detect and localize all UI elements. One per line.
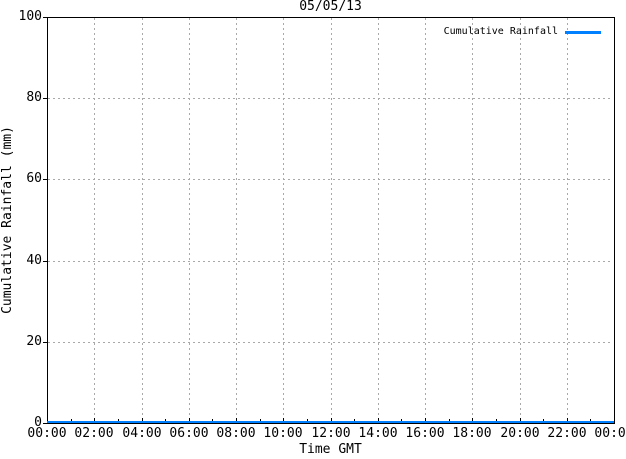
- y-tick-label: 0: [34, 415, 42, 430]
- x-tick-label: 06:00: [169, 426, 209, 441]
- y-tick-label: 100: [18, 9, 42, 24]
- legend-line-sample: [565, 30, 601, 34]
- x-axis-title: Time GMT: [299, 442, 362, 457]
- x-tick-label: 22:00: [547, 426, 587, 441]
- y-tick-label: 20: [26, 334, 42, 349]
- legend: Cumulative Rainfall: [444, 26, 601, 38]
- y-tick-label: 60: [26, 171, 42, 186]
- legend-label: Cumulative Rainfall: [443, 26, 558, 37]
- y-tick-label: 80: [26, 90, 42, 105]
- x-tick-label: 12:00: [311, 426, 351, 441]
- x-tick-label: 00:00: [594, 426, 626, 441]
- x-tick-label: 04:00: [122, 426, 162, 441]
- x-tick-label: 00:00: [27, 426, 67, 441]
- x-tick-label: 10:00: [263, 426, 303, 441]
- x-tick-label: 20:00: [500, 426, 540, 441]
- x-tick-label: 14:00: [358, 426, 398, 441]
- chart-title: 05/05/13: [299, 0, 362, 14]
- x-tick-label: 18:00: [452, 426, 492, 441]
- x-tick-label: 08:00: [216, 426, 256, 441]
- y-tick-label: 40: [26, 253, 42, 268]
- x-tick-label: 16:00: [405, 426, 445, 441]
- x-tick-label: 02:00: [74, 426, 114, 441]
